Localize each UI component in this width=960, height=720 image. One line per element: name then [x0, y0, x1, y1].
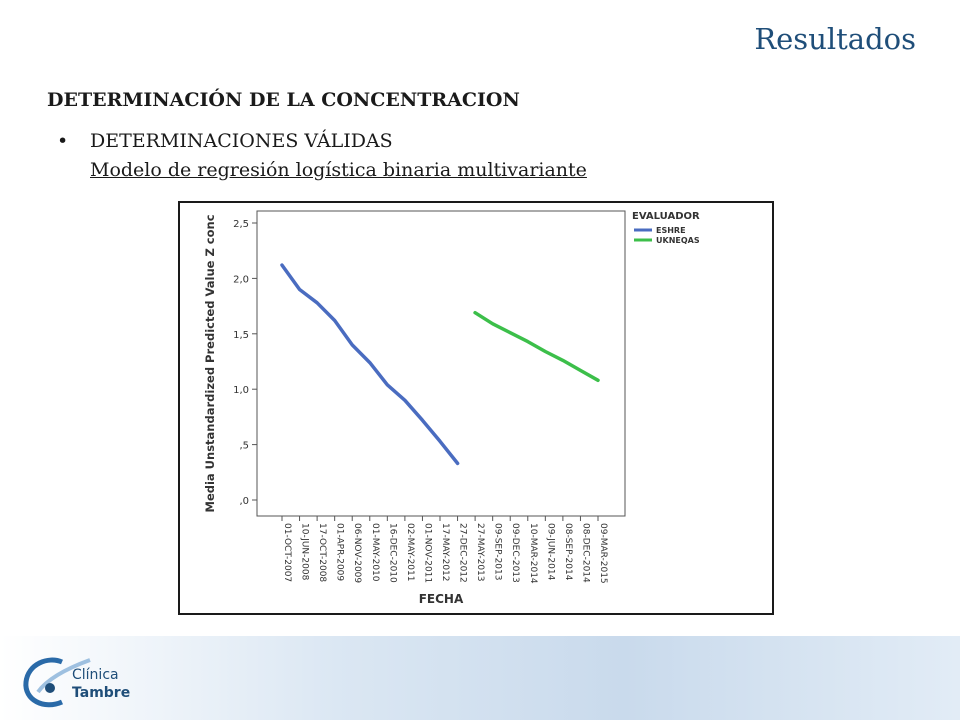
- series-line-ukneqas: [473, 310, 600, 383]
- x-tick-label: 06-NOV-2009: [352, 523, 362, 583]
- bullet-item-text: DETERMINACIONES VÁLIDAS: [90, 130, 393, 152]
- x-tick-label: 09-JUN-2014: [545, 523, 555, 581]
- line-chart: ,0 ,5 1,0 1,5 2,0 2,5 01-OCT-2007 10-JUN-2008 17…: [203, 210, 700, 606]
- slide-title: Resultados: [754, 22, 916, 56]
- section-heading: DETERMINACIÓN DE LA CONCENTRACION: [47, 89, 520, 111]
- y-tick-label: 1,5: [233, 330, 249, 341]
- y-tick-label: 2,0: [233, 274, 249, 285]
- plot-area: [256, 210, 626, 517]
- y-tick-label: 1,0: [233, 385, 249, 396]
- x-tick-label: 02-MAY-2011: [405, 523, 415, 582]
- x-tick-label: 01-MAY-2010: [370, 523, 380, 582]
- x-tick-label: 27-DEC-2012: [458, 523, 468, 583]
- y-tick-label: ,5: [239, 441, 249, 452]
- x-tick-label: 08-DEC-2014: [580, 523, 590, 583]
- x-tick-label: 09-SEP-2013: [493, 523, 503, 580]
- x-tick-label: 01-APR-2009: [335, 523, 345, 581]
- x-tick-label: 17-MAY-2012: [440, 523, 450, 582]
- x-tick-label: 09-MAR-2015: [598, 523, 608, 584]
- legend-label-eshre: ESHRE: [656, 226, 686, 235]
- logo-text-line1: Clínica: [72, 667, 119, 683]
- x-tick-label: 17-OCT-2008: [317, 523, 327, 582]
- x-tick-label: 01-OCT-2007: [282, 523, 292, 582]
- logo-text-line2: Tambre: [72, 685, 131, 701]
- x-tick-label: 10-MAR-2014: [528, 523, 538, 584]
- legend-title: EVALUADOR: [632, 211, 700, 222]
- x-tick-label: 16-DEC-2010: [387, 523, 397, 583]
- bullet-subtitle: Modelo de regresión logística binaria mu…: [90, 159, 587, 181]
- x-axis-label: FECHA: [419, 592, 464, 606]
- x-tick-label: 09-DEC-2013: [510, 523, 520, 583]
- bullet-icon: •: [57, 130, 69, 152]
- y-tick-label: ,0: [239, 496, 249, 507]
- y-axis-label: Media Unstandardized Predicted Value Z c…: [203, 214, 217, 512]
- x-tick-label: 10-JUN-2008: [300, 523, 310, 581]
- series-line-eshre: [280, 263, 460, 466]
- y-tick-label: 2,5: [233, 219, 249, 230]
- x-tick-label: 08-SEP-2014: [563, 523, 573, 581]
- swirl-logo-icon: [23, 657, 91, 708]
- footer-band: [0, 636, 960, 720]
- legend-label-ukneqas: UKNEQAS: [656, 236, 700, 245]
- x-tick-label: 01-NOV-2011: [422, 523, 432, 583]
- x-tick-label: 27-MAY-2013: [475, 523, 485, 582]
- chart-frame: ,0 ,5 1,0 1,5 2,0 2,5 01-OCT-2007 10-JUN-2008 17…: [178, 201, 774, 615]
